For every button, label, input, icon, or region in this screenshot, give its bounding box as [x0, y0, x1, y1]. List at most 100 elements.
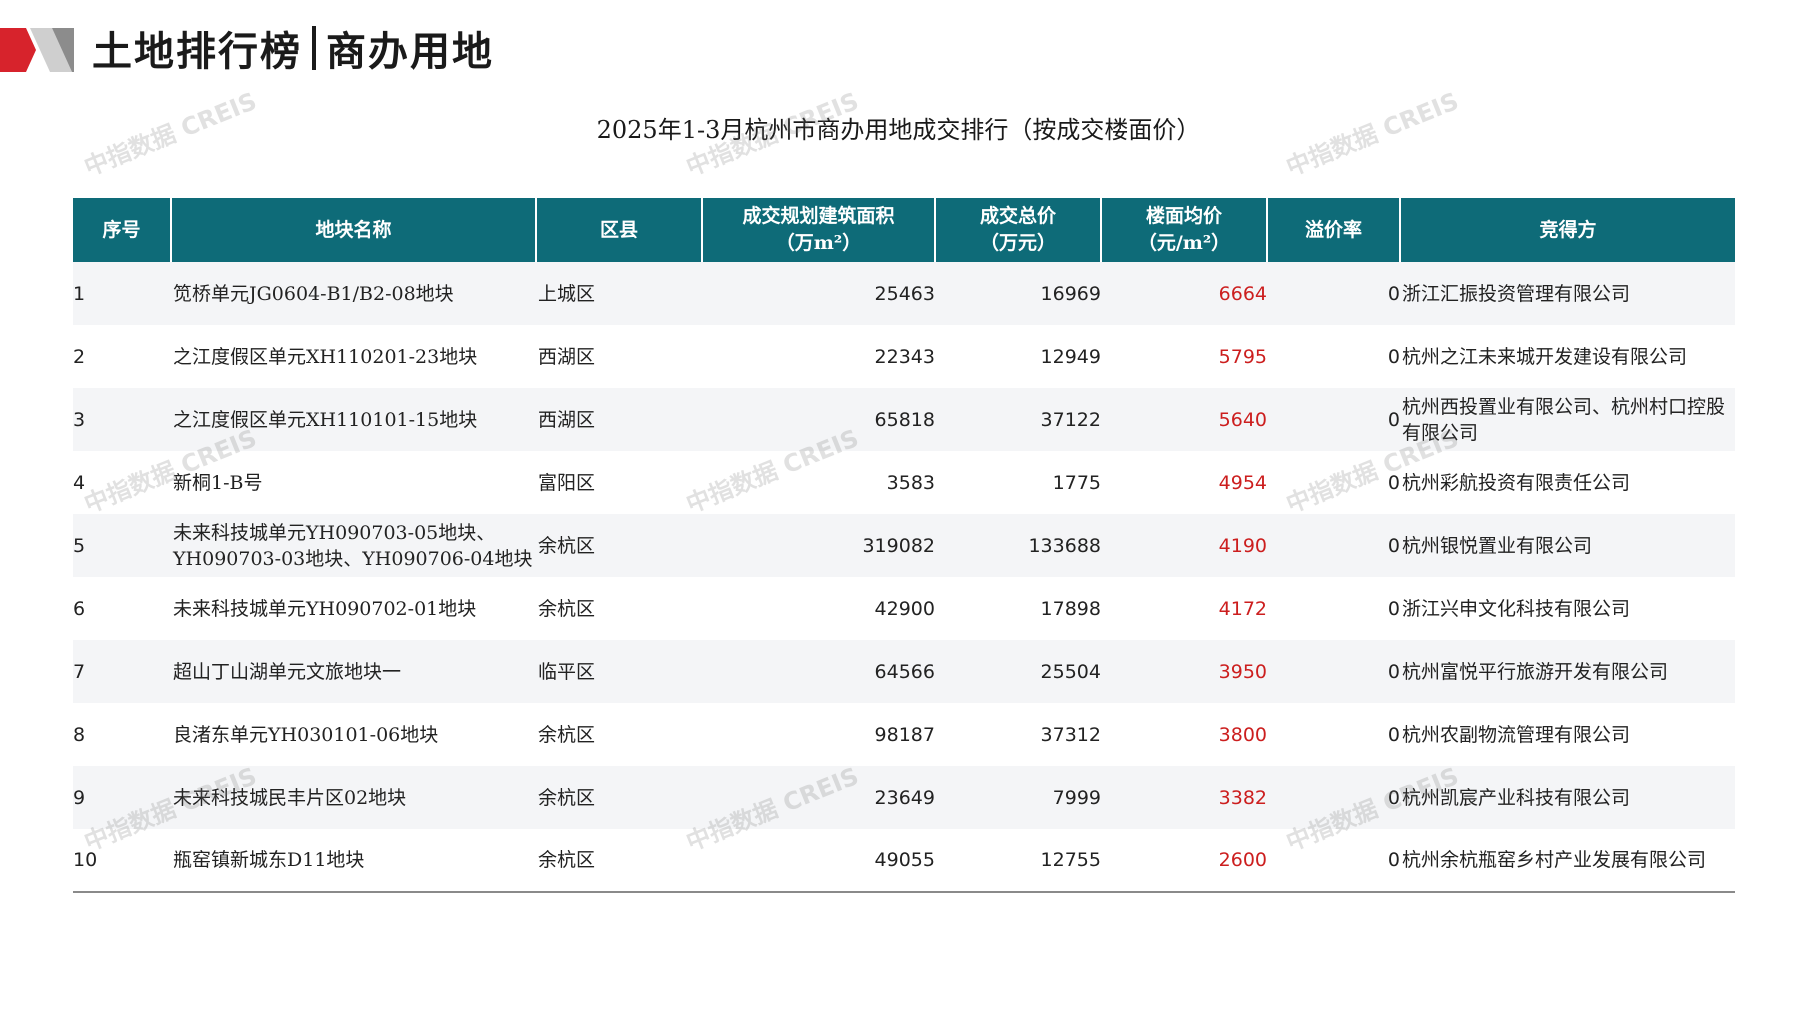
- cell-total: 37312: [935, 703, 1101, 766]
- cell-price: 3382: [1101, 766, 1267, 829]
- cell-name: 超山丁山湖单元文旅地块一: [171, 640, 536, 703]
- cell-total: 37122: [935, 388, 1101, 451]
- cell-area: 3583: [702, 451, 935, 514]
- cell-district: 西湖区: [536, 388, 702, 451]
- cell-price: 5795: [1101, 325, 1267, 388]
- cell-price: 2600: [1101, 829, 1267, 893]
- cell-area: 22343: [702, 325, 935, 388]
- cell-name: 瓶窑镇新城东D11地块: [171, 829, 536, 893]
- cell-area: 64566: [702, 640, 935, 703]
- cell-total: 133688: [935, 514, 1101, 577]
- cell-premium: 0: [1267, 325, 1400, 388]
- cell-premium: 0: [1267, 829, 1400, 893]
- cell-rank: 6: [73, 577, 171, 640]
- cell-premium: 0: [1267, 514, 1400, 577]
- table-row: 4 新桐1-B号 富阳区 3583 1775 4954 0 杭州彩航投资有限责任…: [73, 451, 1735, 514]
- cell-premium: 0: [1267, 577, 1400, 640]
- cell-price: 4172: [1101, 577, 1267, 640]
- table-row: 9 未来科技城民丰片区02地块 余杭区 23649 7999 3382 0 杭州…: [73, 766, 1735, 829]
- cell-price: 6664: [1101, 262, 1267, 325]
- header-price-line1: 楼面均价: [1145, 205, 1222, 227]
- cell-name: 新桐1-B号: [171, 451, 536, 514]
- cell-name: 未来科技城民丰片区02地块: [171, 766, 536, 829]
- page-title-right: 商办用地: [326, 28, 494, 75]
- cell-area: 49055: [702, 829, 935, 893]
- table-row: 1 笕桥单元JG0604-B1/B2-08地块 上城区 25463 16969 …: [73, 262, 1735, 325]
- title-separator: [312, 26, 316, 70]
- header-area-line1: 成交规划建筑面积: [742, 205, 895, 227]
- cell-winner: 杭州余杭瓶窑乡村产业发展有限公司: [1400, 829, 1735, 893]
- header-total: 成交总价 （万元）: [935, 198, 1102, 262]
- cell-price: 3950: [1101, 640, 1267, 703]
- cell-name: 笕桥单元JG0604-B1/B2-08地块: [171, 262, 536, 325]
- cell-rank: 2: [73, 325, 171, 388]
- header-name: 地块名称: [171, 198, 537, 262]
- cell-winner: 浙江兴申文化科技有限公司: [1400, 577, 1735, 640]
- cell-total: 1775: [935, 451, 1101, 514]
- page-title-left: 土地排行榜: [92, 28, 302, 75]
- header-rank: 序号: [73, 198, 172, 262]
- table-row: 7 超山丁山湖单元文旅地块一 临平区 64566 25504 3950 0 杭州…: [73, 640, 1735, 703]
- header-total-line2: （万元）: [979, 232, 1056, 254]
- cell-total: 7999: [935, 766, 1101, 829]
- cell-premium: 0: [1267, 766, 1400, 829]
- table-row: 5 未来科技城单元YH090703-05地块、YH090703-03地块、YH0…: [73, 514, 1735, 577]
- table-row: 2 之江度假区单元XH110201-23地块 西湖区 22343 12949 5…: [73, 325, 1735, 388]
- cell-district: 上城区: [536, 262, 702, 325]
- cell-rank: 5: [73, 514, 171, 577]
- header-district: 区县: [536, 198, 703, 262]
- cell-rank: 8: [73, 703, 171, 766]
- cell-area: 25463: [702, 262, 935, 325]
- header-area: 成交规划建筑面积 （万m²）: [702, 198, 936, 262]
- cell-winner: 杭州之江未来城开发建设有限公司: [1400, 325, 1735, 388]
- cell-winner: 杭州农副物流管理有限公司: [1400, 703, 1735, 766]
- cell-price: 4954: [1101, 451, 1267, 514]
- cell-premium: 0: [1267, 262, 1400, 325]
- cell-rank: 1: [73, 262, 171, 325]
- cell-total: 12755: [935, 829, 1101, 893]
- header-area-line2: （万m²）: [775, 232, 862, 254]
- cell-name: 之江度假区单元XH110201-23地块: [171, 325, 536, 388]
- table-row: 3 之江度假区单元XH110101-15地块 西湖区 65818 37122 5…: [73, 388, 1735, 451]
- table-row: 8 良渚东单元YH030101-06地块 余杭区 98187 37312 380…: [73, 703, 1735, 766]
- cell-total: 16969: [935, 262, 1101, 325]
- cell-rank: 3: [73, 388, 171, 451]
- cell-district: 临平区: [536, 640, 702, 703]
- cell-premium: 0: [1267, 640, 1400, 703]
- cell-district: 余杭区: [536, 514, 702, 577]
- cell-winner: 杭州凯宸产业科技有限公司: [1400, 766, 1735, 829]
- cell-winner: 杭州西投置业有限公司、杭州村口控股有限公司: [1400, 388, 1735, 451]
- page-title: 土地排行榜 商办用地: [92, 18, 494, 78]
- header-price-line2: （元/m²）: [1137, 232, 1231, 254]
- cell-winner: 杭州富悦平行旅游开发有限公司: [1400, 640, 1735, 703]
- cell-rank: 9: [73, 766, 171, 829]
- cell-winner: 浙江汇振投资管理有限公司: [1400, 262, 1735, 325]
- cell-rank: 4: [73, 451, 171, 514]
- cell-area: 65818: [702, 388, 935, 451]
- cell-district: 余杭区: [536, 829, 702, 893]
- cell-rank: 7: [73, 640, 171, 703]
- cell-name: 未来科技城单元YH090703-05地块、YH090703-03地块、YH090…: [171, 514, 536, 577]
- cell-name: 未来科技城单元YH090702-01地块: [171, 577, 536, 640]
- logo-mark: [0, 28, 74, 72]
- cell-price: 4190: [1101, 514, 1267, 577]
- cell-district: 余杭区: [536, 577, 702, 640]
- table-header-row: 序号 地块名称 区县 成交规划建筑面积 （万m²） 成交总价 （万元） 楼面均价…: [73, 198, 1735, 262]
- cell-district: 富阳区: [536, 451, 702, 514]
- cell-area: 98187: [702, 703, 935, 766]
- cell-total: 25504: [935, 640, 1101, 703]
- cell-rank: 10: [73, 829, 171, 893]
- cell-area: 319082: [702, 514, 935, 577]
- cell-premium: 0: [1267, 703, 1400, 766]
- cell-district: 西湖区: [536, 325, 702, 388]
- cell-winner: 杭州银悦置业有限公司: [1400, 514, 1735, 577]
- header-price: 楼面均价 （元/m²）: [1101, 198, 1268, 262]
- ranking-table: 序号 地块名称 区县 成交规划建筑面积 （万m²） 成交总价 （万元） 楼面均价…: [73, 198, 1735, 893]
- header-premium: 溢价率: [1267, 198, 1401, 262]
- cell-area: 23649: [702, 766, 935, 829]
- cell-price: 5640: [1101, 388, 1267, 451]
- cell-premium: 0: [1267, 388, 1400, 451]
- cell-winner: 杭州彩航投资有限责任公司: [1400, 451, 1735, 514]
- cell-district: 余杭区: [536, 703, 702, 766]
- header-total-line1: 成交总价: [979, 205, 1056, 227]
